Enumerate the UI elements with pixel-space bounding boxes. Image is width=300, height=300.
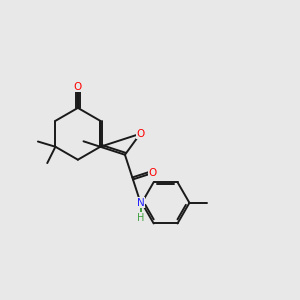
Text: N: N [137, 198, 144, 208]
Text: O: O [136, 129, 144, 139]
Text: H: H [137, 212, 144, 223]
Text: O: O [148, 168, 157, 178]
Text: O: O [74, 82, 82, 92]
